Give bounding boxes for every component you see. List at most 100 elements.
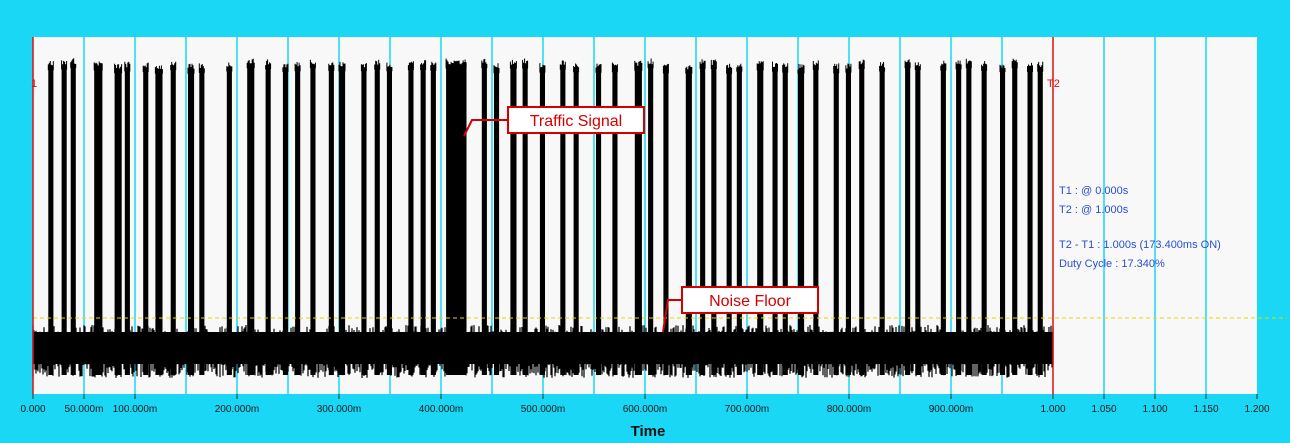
pulse-peak [662, 63, 669, 74]
signal-pulse [1012, 66, 1018, 376]
signal-pulse [430, 68, 436, 376]
pulse-peak [1027, 62, 1033, 72]
tick-label: 700.000m [725, 404, 769, 415]
tick-label: 1.050 [1091, 404, 1116, 415]
signal-pulse [247, 66, 255, 375]
pulse-peak [93, 61, 103, 71]
pulse-peak [573, 63, 580, 73]
readout-line: T2 : @ 1.000s [1059, 204, 1129, 216]
signal-pulse [1000, 70, 1006, 375]
signal-pulse [772, 69, 778, 375]
signal-pulse [726, 71, 732, 375]
cursor-tag: T2 [1047, 78, 1060, 90]
pulse-peak [904, 59, 911, 69]
pulse-peak [736, 63, 743, 72]
pulse-peak [114, 63, 123, 74]
pulse-peak [226, 62, 233, 72]
signal-pulse [845, 70, 851, 375]
tick-label: 200.000m [215, 404, 259, 415]
callout-leader [463, 119, 508, 137]
signal-pulse [736, 69, 742, 376]
pulse-peak [772, 61, 778, 72]
pulse-peak [187, 63, 195, 74]
pulse-peak [955, 60, 962, 70]
readout-line: Duty Cycle : 17.340% [1059, 258, 1165, 270]
pulse-peak [634, 60, 643, 71]
signal-pulse [265, 67, 271, 376]
signal-pulse [560, 67, 566, 375]
pulse-peak [493, 63, 500, 74]
pulse-peak [198, 63, 205, 73]
pulse-peak [782, 63, 789, 73]
pulse-peak [522, 58, 529, 69]
pulse-peak [1037, 61, 1044, 72]
signal-pulse [420, 68, 426, 375]
pulse-peak [685, 65, 693, 74]
pulse-peak [294, 62, 301, 72]
signal-pulse [188, 71, 195, 376]
signal-pulse [481, 66, 487, 375]
pulse-peak [940, 60, 947, 71]
pulse-peak [611, 62, 618, 73]
pulse-peak [70, 58, 77, 69]
signal-pulse [386, 69, 392, 376]
signal-pulse [634, 68, 642, 375]
pulse-peak [265, 59, 272, 70]
callout-box [507, 106, 645, 134]
signal-pulse [648, 66, 654, 376]
signal-pulse [282, 70, 288, 375]
callout-arrowhead [455, 136, 466, 150]
signal-pulse [446, 66, 467, 375]
pulse-peak [845, 63, 852, 73]
pulse-peak [309, 59, 316, 69]
pulse-peak [509, 59, 517, 69]
signal-pulse [956, 67, 962, 375]
signal-pulse [522, 66, 528, 375]
tick-label: 50.000m [65, 404, 104, 415]
pulse-peak [338, 61, 346, 72]
signal-pulse [374, 67, 380, 375]
pulse-peak [833, 63, 840, 74]
signal-pulse [510, 66, 517, 375]
callout-arrowhead [656, 334, 667, 348]
cursor-lines[interactable]: 1 T2 [31, 37, 1060, 394]
signal-pulse [494, 71, 500, 375]
signal-pulses [47, 58, 1044, 376]
tick-label: 400.000m [419, 404, 463, 415]
tick-label: 1.150 [1193, 404, 1218, 415]
tick-label: 1.200 [1244, 404, 1269, 415]
tick-label: 0.000 [20, 404, 45, 415]
tick-label: 500.000m [521, 404, 565, 415]
signal-pulse [61, 67, 67, 375]
signal-pulse [539, 70, 545, 375]
pulse-peak [154, 65, 163, 74]
pulse-peak [756, 61, 764, 71]
signal-pulse [798, 71, 805, 375]
signal-pulse [711, 67, 717, 375]
signal-pulse [339, 69, 346, 376]
tick-label: 300.000m [317, 404, 361, 415]
signal-pulse [328, 69, 334, 375]
tick-label: 900.000m [929, 404, 973, 415]
readout-line: T2 - T1 : 1.000s (173.400ms ON) [1059, 239, 1221, 251]
signal-pulse [94, 68, 103, 375]
signal-pulse [940, 68, 946, 375]
pulse-peak [386, 62, 393, 72]
pulse-peak [282, 63, 289, 73]
pulse-peak [328, 62, 335, 71]
signal-pulse [114, 71, 122, 375]
signal-pulse [295, 69, 301, 375]
signal-pulse [813, 68, 819, 375]
callout-leader [662, 299, 682, 333]
pulse-peak [170, 61, 177, 71]
callout-box [681, 286, 819, 314]
cursor-readouts: T1 : @ 0.000s T2 : @ 1.000s T2 - T1 : 1.00… [1059, 185, 1221, 270]
signal-pulse [966, 66, 972, 375]
tick-label: 800.000m [827, 404, 871, 415]
signal-pulse [143, 70, 149, 375]
tick-label: 600.000m [623, 404, 667, 415]
tick-label: 100.000m [113, 404, 157, 415]
pulse-peak [879, 61, 886, 72]
pulse-peak [374, 59, 381, 70]
